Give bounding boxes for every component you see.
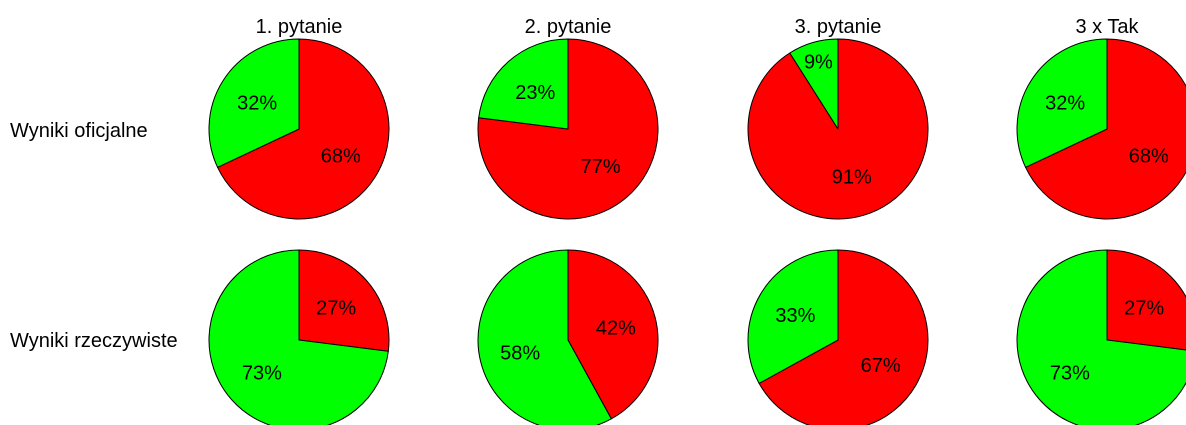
pie-official-3: 91% 9%	[747, 38, 929, 220]
pie-slice-red	[567, 249, 659, 420]
pie-slice-red	[1025, 38, 1186, 220]
pie-slice-green	[208, 249, 389, 425]
pie-official-1: 68% 32%	[208, 38, 390, 220]
pie-slice-red	[1106, 249, 1186, 351]
pie-slice-label: 32%	[1045, 93, 1085, 115]
pie-slice-green	[747, 249, 839, 384]
pie-actual-3: 67% 33%	[747, 249, 929, 425]
pie-slice-label: 91%	[832, 167, 872, 189]
pie-slice-green	[477, 249, 612, 425]
pie-official-4: 68% 32%	[1016, 38, 1186, 220]
row-label-actual: Wyniki rzeczywiste	[10, 330, 178, 352]
pie-slice-red	[758, 249, 929, 425]
column-title-3: 3. pytanie	[795, 16, 882, 38]
pie-slice-label: 42%	[596, 318, 636, 340]
pie-slice-label: 67%	[861, 355, 901, 377]
pie-actual-4: 27% 73%	[1016, 249, 1186, 425]
column-title-2: 2. pytanie	[525, 16, 612, 38]
pie-slice-green	[208, 38, 300, 168]
pie-slice-label: 68%	[1129, 146, 1169, 168]
pie-actual-2: 42% 58%	[477, 249, 659, 425]
pie-official-2: 77% 23%	[477, 38, 659, 220]
pie-slice-green	[1016, 249, 1186, 425]
pie-slice-green	[1016, 38, 1108, 168]
pie-slice-green	[789, 38, 839, 130]
pie-slice-label: 32%	[237, 93, 277, 115]
pie-slice-label: 27%	[316, 297, 356, 319]
pie-slice-label: 77%	[581, 156, 621, 178]
pie-slice-green	[478, 38, 569, 130]
pie-slice-red	[217, 38, 390, 220]
column-title-1: 1. pytanie	[256, 16, 343, 38]
pie-slice-label: 33%	[775, 305, 815, 327]
pie-slice-label: 58%	[500, 342, 540, 364]
column-title-4: 3 x Tak	[1076, 16, 1140, 38]
pie-slice-label: 73%	[242, 363, 282, 385]
pie-slice-label: 73%	[1050, 363, 1090, 385]
pie-slice-label: 9%	[804, 52, 833, 74]
pie-slice-label: 23%	[515, 82, 555, 104]
pie-slice-label: 27%	[1124, 297, 1164, 319]
pie-slice-red	[298, 249, 390, 352]
pie-actual-1: 27% 73%	[208, 249, 390, 425]
pie-slice-label: 68%	[321, 146, 361, 168]
row-label-official: Wyniki oficjalne	[10, 120, 148, 142]
